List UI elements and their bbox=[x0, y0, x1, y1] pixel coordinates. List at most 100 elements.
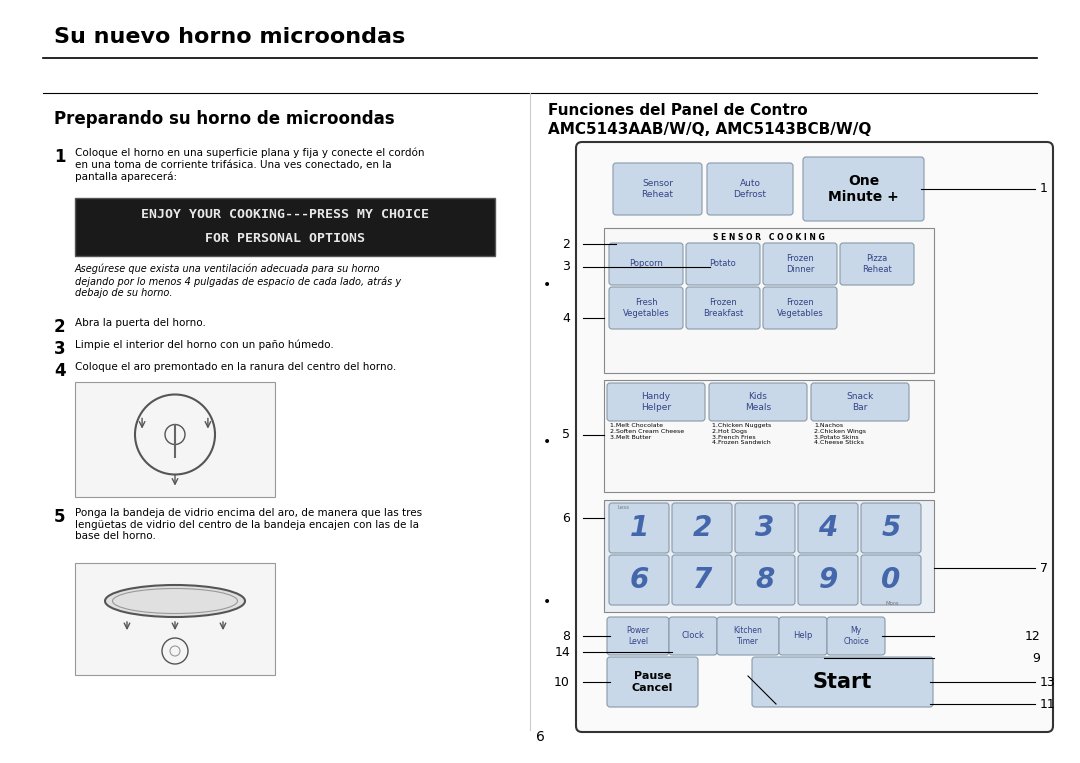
Text: 6: 6 bbox=[536, 730, 544, 744]
Bar bbox=[604, 228, 934, 373]
Bar bbox=[604, 380, 934, 492]
Ellipse shape bbox=[105, 585, 245, 617]
FancyBboxPatch shape bbox=[609, 555, 669, 605]
Text: ENJOY YOUR COOKING---PRESS MY CHOICE: ENJOY YOUR COOKING---PRESS MY CHOICE bbox=[141, 208, 429, 221]
Text: 12: 12 bbox=[1024, 629, 1040, 642]
Text: 3: 3 bbox=[562, 260, 570, 273]
Text: More: More bbox=[886, 601, 900, 606]
Text: 3: 3 bbox=[54, 340, 66, 358]
Text: •: • bbox=[543, 278, 551, 292]
Text: 10: 10 bbox=[554, 675, 570, 688]
Text: 2: 2 bbox=[692, 514, 712, 542]
Text: Frozen
Breakfast: Frozen Breakfast bbox=[703, 298, 743, 317]
Text: FOR PERSONAL OPTIONS: FOR PERSONAL OPTIONS bbox=[205, 231, 365, 244]
Text: Kids
Meals: Kids Meals bbox=[745, 392, 771, 412]
FancyBboxPatch shape bbox=[798, 503, 858, 553]
FancyBboxPatch shape bbox=[798, 555, 858, 605]
Text: Limpie el interior del horno con un paño húmedo.: Limpie el interior del horno con un paño… bbox=[75, 340, 334, 350]
Text: 14: 14 bbox=[554, 645, 570, 658]
FancyBboxPatch shape bbox=[607, 617, 669, 655]
Text: 13: 13 bbox=[1040, 675, 1056, 688]
FancyBboxPatch shape bbox=[827, 617, 885, 655]
Bar bbox=[75, 563, 275, 675]
Text: 4: 4 bbox=[562, 311, 570, 324]
Text: Less: Less bbox=[618, 505, 630, 510]
Text: Abra la puerta del horno.: Abra la puerta del horno. bbox=[75, 318, 206, 328]
FancyBboxPatch shape bbox=[609, 243, 683, 285]
Text: 5: 5 bbox=[562, 429, 570, 442]
Text: 0: 0 bbox=[881, 566, 901, 594]
Text: 5: 5 bbox=[54, 508, 66, 526]
Text: 4: 4 bbox=[819, 514, 838, 542]
Text: 1: 1 bbox=[630, 514, 649, 542]
Text: Coloque el horno en una superficie plana y fija y conecte el cordón
en una toma : Coloque el horno en una superficie plana… bbox=[75, 148, 424, 182]
Text: 6: 6 bbox=[562, 511, 570, 524]
Text: S E N S O R   C O O K I N G: S E N S O R C O O K I N G bbox=[713, 233, 825, 243]
Text: 2: 2 bbox=[562, 237, 570, 250]
FancyBboxPatch shape bbox=[609, 287, 683, 329]
Text: Sensor
Reheat: Sensor Reheat bbox=[642, 179, 674, 198]
Text: 7: 7 bbox=[1040, 562, 1048, 575]
Text: Frozen
Dinner: Frozen Dinner bbox=[786, 254, 814, 274]
Text: 3: 3 bbox=[755, 514, 774, 542]
Text: Kitchen
Timer: Kitchen Timer bbox=[733, 626, 762, 645]
Text: Help: Help bbox=[794, 632, 812, 640]
FancyBboxPatch shape bbox=[686, 287, 760, 329]
Text: Preparando su horno de microondas: Preparando su horno de microondas bbox=[54, 110, 394, 128]
Text: My
Choice: My Choice bbox=[843, 626, 869, 645]
FancyBboxPatch shape bbox=[762, 287, 837, 329]
Text: Pizza
Reheat: Pizza Reheat bbox=[862, 254, 892, 274]
Text: 1.Nachos
2.Chicken Wings
3.Potato Skins
4.Cheese Sticks: 1.Nachos 2.Chicken Wings 3.Potato Skins … bbox=[814, 423, 866, 446]
Text: Popcorn: Popcorn bbox=[629, 259, 663, 269]
Bar bbox=[75, 198, 495, 256]
FancyBboxPatch shape bbox=[708, 383, 807, 421]
Text: Funciones del Panel de Contro: Funciones del Panel de Contro bbox=[548, 103, 808, 118]
Bar bbox=[75, 382, 275, 497]
Text: Su nuevo horno microondas: Su nuevo horno microondas bbox=[54, 27, 405, 47]
Text: 6: 6 bbox=[630, 566, 649, 594]
Text: Ponga la bandeja de vidrio encima del aro, de manera que las tres
lengüetas de v: Ponga la bandeja de vidrio encima del ar… bbox=[75, 508, 422, 541]
Text: 8: 8 bbox=[755, 566, 774, 594]
Text: Coloque el aro premontado en la ranura del centro del horno.: Coloque el aro premontado en la ranura d… bbox=[75, 362, 396, 372]
FancyBboxPatch shape bbox=[672, 503, 732, 553]
FancyBboxPatch shape bbox=[686, 243, 760, 285]
FancyBboxPatch shape bbox=[735, 555, 795, 605]
Text: 11: 11 bbox=[1040, 697, 1056, 710]
FancyBboxPatch shape bbox=[811, 383, 909, 421]
FancyBboxPatch shape bbox=[707, 163, 793, 215]
Text: 7: 7 bbox=[692, 566, 712, 594]
Text: Frozen
Vegetables: Frozen Vegetables bbox=[777, 298, 823, 317]
Text: One
Minute +: One Minute + bbox=[828, 174, 899, 204]
Text: Pause
Cancel: Pause Cancel bbox=[632, 671, 673, 693]
FancyBboxPatch shape bbox=[576, 142, 1053, 732]
FancyBboxPatch shape bbox=[609, 503, 669, 553]
Text: Asegúrese que exista una ventilación adecuada para su horno
dejando por lo menos: Asegúrese que exista una ventilación ade… bbox=[75, 264, 401, 298]
Text: Snack
Bar: Snack Bar bbox=[847, 392, 874, 412]
Text: 2: 2 bbox=[54, 318, 66, 336]
Text: Clock: Clock bbox=[681, 632, 704, 640]
FancyBboxPatch shape bbox=[804, 157, 924, 221]
FancyBboxPatch shape bbox=[779, 617, 827, 655]
Text: Handy
Helper: Handy Helper bbox=[640, 392, 671, 412]
Text: 8: 8 bbox=[562, 629, 570, 642]
Text: 1.Chicken Nuggets
2.Hot Dogs
3.French Fries
4.Frozen Sandwich: 1.Chicken Nuggets 2.Hot Dogs 3.French Fr… bbox=[712, 423, 771, 446]
Text: 9: 9 bbox=[819, 566, 838, 594]
FancyBboxPatch shape bbox=[669, 617, 717, 655]
Text: Potato: Potato bbox=[710, 259, 737, 269]
FancyBboxPatch shape bbox=[735, 503, 795, 553]
Text: AMC5143AAB/W/Q, AMC5143BCB/W/Q: AMC5143AAB/W/Q, AMC5143BCB/W/Q bbox=[548, 122, 872, 137]
FancyBboxPatch shape bbox=[717, 617, 779, 655]
FancyBboxPatch shape bbox=[672, 555, 732, 605]
Text: •: • bbox=[543, 595, 551, 609]
FancyBboxPatch shape bbox=[762, 243, 837, 285]
FancyBboxPatch shape bbox=[613, 163, 702, 215]
FancyBboxPatch shape bbox=[861, 503, 921, 553]
Text: Power
Level: Power Level bbox=[626, 626, 649, 645]
Text: 1.Melt Chocolate
2.Soften Cream Cheese
3.Melt Butter: 1.Melt Chocolate 2.Soften Cream Cheese 3… bbox=[610, 423, 684, 439]
FancyBboxPatch shape bbox=[607, 657, 698, 707]
FancyBboxPatch shape bbox=[607, 383, 705, 421]
Text: 1: 1 bbox=[54, 148, 66, 166]
Text: Auto
Defrost: Auto Defrost bbox=[733, 179, 767, 198]
FancyBboxPatch shape bbox=[752, 657, 933, 707]
Text: 1: 1 bbox=[1040, 182, 1048, 195]
